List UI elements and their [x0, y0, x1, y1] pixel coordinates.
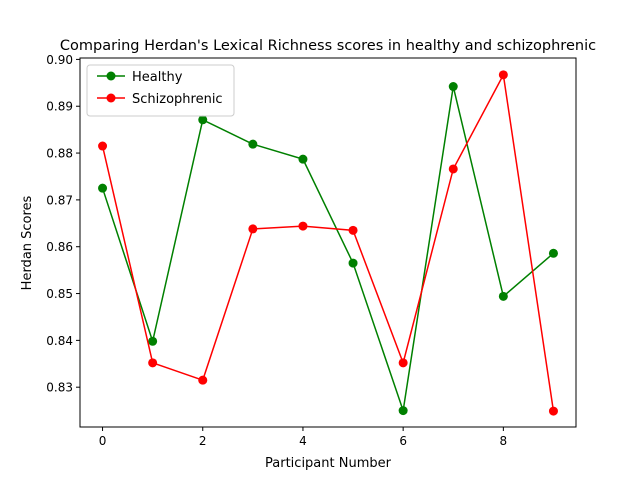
legend-label-schizophrenic: Schizophrenic — [132, 92, 223, 107]
data-point-schizophrenic — [548, 406, 558, 416]
legend-marker-schizophrenic — [106, 93, 116, 103]
y-axis: 0.83 0.84 0.85 0.86 0.87 0.88 0.89 0.90 — [46, 53, 80, 395]
x-tick-label: 8 — [500, 434, 508, 448]
data-point-schizophrenic — [398, 358, 408, 368]
x-tick-label: 6 — [399, 434, 407, 448]
data-point-healthy — [198, 115, 208, 125]
data-point-schizophrenic — [198, 375, 208, 385]
legend: Healthy Schizophrenic — [86, 64, 235, 117]
x-axis-label: Participant Number — [265, 456, 392, 471]
legend-box — [86, 64, 235, 117]
series-layer — [98, 70, 558, 416]
x-tick-label: 2 — [199, 434, 207, 448]
legend-label-healthy: Healthy — [132, 70, 183, 85]
data-point-healthy — [98, 183, 108, 193]
data-point-schizophrenic — [498, 70, 508, 80]
data-point-healthy — [398, 406, 408, 416]
y-tick-label: 0.89 — [46, 100, 73, 114]
x-tick-label: 4 — [299, 434, 307, 448]
y-tick-label: 0.85 — [46, 287, 73, 301]
chart-title: Comparing Herdan's Lexical Richness scor… — [60, 38, 596, 54]
data-point-schizophrenic — [148, 358, 158, 368]
y-axis-label: Herdan Scores — [20, 195, 35, 290]
data-point-healthy — [298, 154, 308, 164]
data-point-healthy — [448, 82, 458, 92]
x-axis: 0 2 4 6 8 — [99, 427, 507, 448]
data-point-schizophrenic — [248, 224, 258, 234]
series-line-schizophrenic — [101, 72, 555, 412]
data-point-healthy — [248, 139, 258, 149]
data-point-healthy — [498, 291, 508, 301]
data-point-schizophrenic — [98, 141, 108, 151]
data-point-schizophrenic — [348, 225, 358, 235]
x-tick-label: 0 — [99, 434, 107, 448]
series-line-healthy — [101, 86, 554, 411]
y-tick-label: 0.87 — [46, 193, 73, 207]
y-tick-label: 0.88 — [46, 147, 73, 161]
data-point-schizophrenic — [448, 164, 458, 174]
data-point-healthy — [548, 248, 558, 258]
data-point-healthy — [348, 258, 358, 268]
y-tick-label: 0.84 — [46, 334, 73, 348]
y-tick-label: 0.86 — [46, 240, 73, 254]
y-tick-label: 0.90 — [46, 53, 73, 67]
data-point-schizophrenic — [298, 221, 308, 231]
y-tick-label: 0.83 — [46, 381, 73, 395]
legend-marker-healthy — [106, 71, 116, 81]
plot-frame — [79, 57, 577, 428]
data-point-healthy — [148, 336, 158, 346]
